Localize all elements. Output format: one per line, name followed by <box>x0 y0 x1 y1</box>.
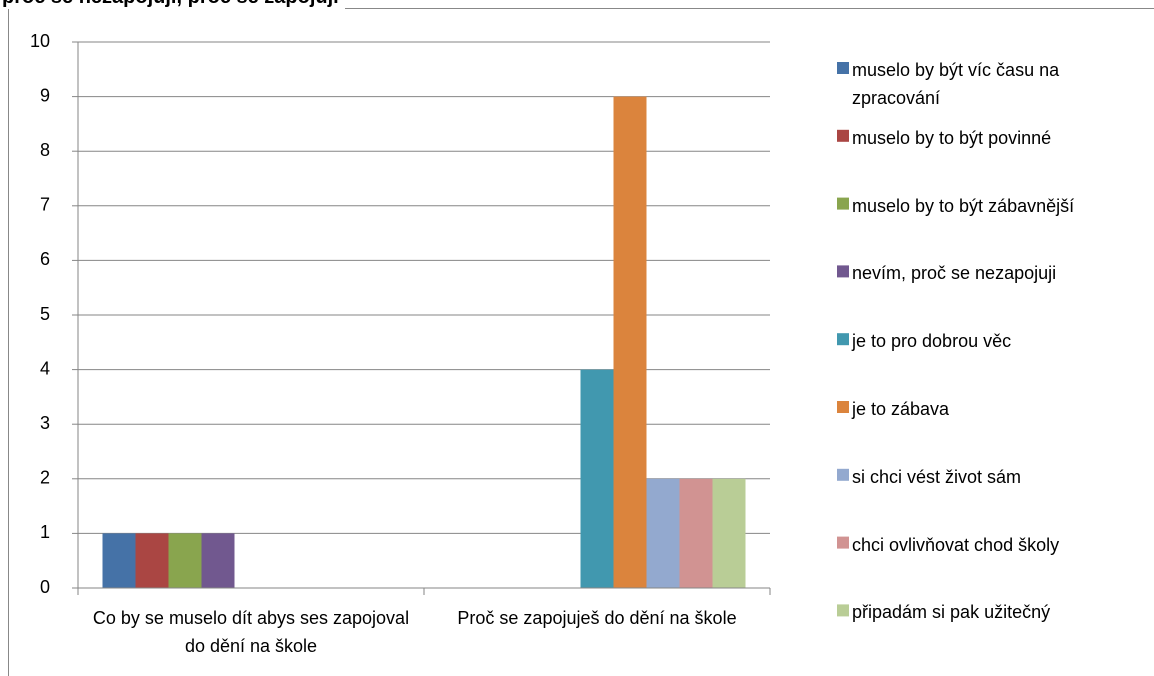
x-tick-label: Proč se zapojuješ do dění na škole <box>457 608 737 628</box>
y-tick-label: 3 <box>40 413 50 433</box>
y-tick-label: 2 <box>40 468 50 488</box>
bar <box>613 96 647 588</box>
legend-label: je to pro dobrou věc <box>852 331 1012 352</box>
bar <box>646 478 680 588</box>
legend-label: muselo by být víc času na zpracování <box>852 60 1060 108</box>
chart-border <box>8 8 1154 676</box>
legend-label: muselo by to být zábavnější <box>852 195 1075 216</box>
chart-title: proč se nezapojuji, proč se zapojuji <box>2 0 345 9</box>
y-tick-label: 5 <box>40 304 50 324</box>
legend-label: je to zábava <box>852 399 950 419</box>
bar <box>679 478 713 588</box>
y-tick-label: 0 <box>40 577 50 597</box>
bar <box>102 533 136 588</box>
legend-swatch <box>837 604 849 617</box>
legend-swatch <box>837 197 849 210</box>
bar <box>168 533 202 588</box>
y-tick-label: 9 <box>40 85 50 105</box>
y-tick-label: 1 <box>40 522 50 542</box>
legend-label: nevím, proč se nezapojuji <box>852 263 1057 284</box>
legend-label: si chci vést život sám <box>852 466 1022 487</box>
y-tick-label: 8 <box>40 140 50 160</box>
y-tick-label: 4 <box>40 358 50 378</box>
legend-swatch <box>837 62 849 74</box>
bar <box>201 533 235 588</box>
legend-label: připadám si pak užitečný <box>852 602 1051 623</box>
y-tick-label: 6 <box>40 249 50 269</box>
legend-swatch <box>837 401 849 413</box>
legend-label: chci ovlivňovat chod školy <box>852 534 1060 555</box>
legend-swatch <box>837 468 849 481</box>
x-tick-label: Co by se muselo dít abys ses zapojoval d… <box>92 608 410 656</box>
bar <box>135 533 169 588</box>
bar <box>712 478 746 588</box>
y-tick-label: 10 <box>30 31 50 51</box>
legend-swatch <box>837 536 849 549</box>
bar <box>580 369 614 588</box>
legend-swatch <box>837 333 849 346</box>
y-tick-label: 7 <box>40 195 50 215</box>
legend-swatch <box>837 265 849 278</box>
legend-label: muselo by to být povinné <box>852 127 1052 148</box>
legend-swatch <box>837 129 849 142</box>
